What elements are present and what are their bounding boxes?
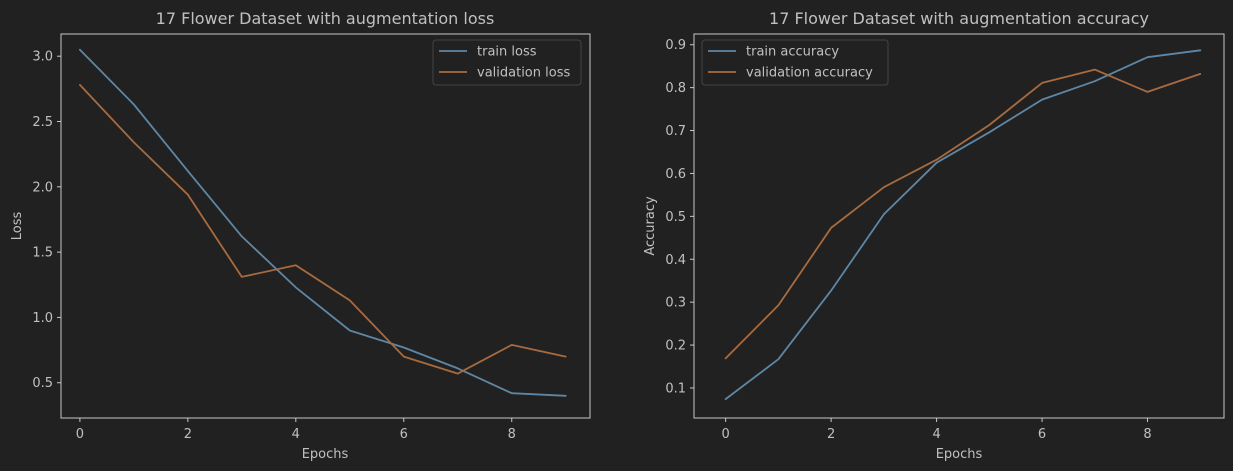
accuracy-y-tick-label: 0.9 <box>665 38 686 53</box>
loss-chart-title: 17 Flower Dataset with augmentation loss <box>156 9 495 28</box>
accuracy-y-axis-label: Accuracy <box>643 196 658 256</box>
loss-legend-label-validation: validation loss <box>477 66 570 81</box>
loss-x-tick-label: 4 <box>292 427 300 442</box>
accuracy-series-validation-line <box>724 68 1202 360</box>
loss-y-tick-label: 0.5 <box>32 376 53 391</box>
loss-legend-label-train: train loss <box>477 45 537 60</box>
accuracy-legend-label-train: train accuracy <box>746 45 839 60</box>
accuracy-x-axis-label: Epochs <box>936 447 983 462</box>
accuracy-y-tick-label: 0.1 <box>665 381 686 396</box>
accuracy-y-tick-label: 0.2 <box>665 339 686 354</box>
loss-y-tick-label: 1.5 <box>32 246 53 261</box>
accuracy-legend-label-validation: validation accuracy <box>746 66 873 81</box>
loss-x-tick-label: 2 <box>184 427 192 442</box>
loss-x-tick-label: 6 <box>400 427 408 442</box>
accuracy-y-tick-label: 0.8 <box>665 81 686 96</box>
accuracy-x-tick-label: 4 <box>932 427 940 442</box>
accuracy-plot-frame <box>693 33 1225 419</box>
loss-y-tick-label: 1.0 <box>32 311 53 326</box>
accuracy-x-tick-label: 6 <box>1038 427 1046 442</box>
accuracy-y-tick-label: 0.3 <box>665 296 686 311</box>
loss-x-tick-label: 8 <box>508 427 516 442</box>
loss-chart: 17 Flower Dataset with augmentation loss… <box>10 9 591 462</box>
loss-y-tick-label: 3.0 <box>32 50 53 65</box>
loss-y-tick-label: 2.5 <box>32 115 53 130</box>
accuracy-x-tick-label: 8 <box>1143 427 1151 442</box>
accuracy-y-tick-label: 0.4 <box>665 253 686 268</box>
loss-y-axis-label: Loss <box>10 212 25 241</box>
loss-y-tick-label: 2.0 <box>32 180 53 195</box>
accuracy-y-tick-label: 0.5 <box>665 210 686 225</box>
loss-series-train-line <box>79 48 567 397</box>
accuracy-legend-box <box>701 39 889 86</box>
loss-x-axis-label: Epochs <box>302 447 349 462</box>
accuracy-y-tick-label: 0.7 <box>665 124 686 139</box>
accuracy-chart: 17 Flower Dataset with augmentation accu… <box>643 9 1225 462</box>
loss-plot-frame <box>60 33 591 419</box>
accuracy-x-tick-label: 0 <box>722 427 730 442</box>
loss-series-validation-line <box>79 84 567 375</box>
accuracy-series-train-line <box>724 49 1202 401</box>
accuracy-x-tick-label: 2 <box>827 427 835 442</box>
accuracy-y-tick-label: 0.6 <box>665 167 686 182</box>
loss-x-tick-label: 0 <box>76 427 84 442</box>
accuracy-chart-title: 17 Flower Dataset with augmentation accu… <box>769 9 1149 28</box>
loss-legend-box <box>432 39 582 86</box>
